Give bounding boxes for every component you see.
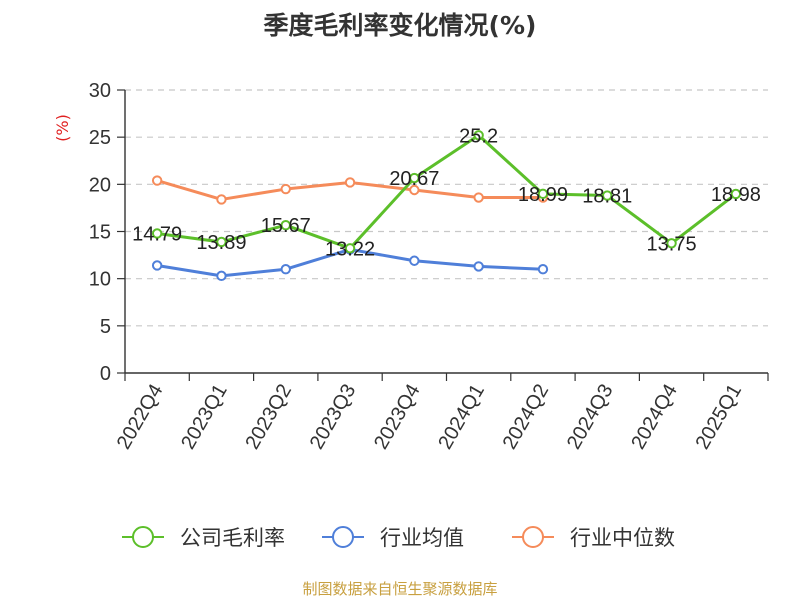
data-label: 13.22 — [325, 238, 375, 260]
x-tick-label-2024Q1: 2024Q1 — [434, 381, 489, 454]
legend-marker — [522, 526, 544, 548]
series-line — [156, 133, 737, 250]
data-label: 18.81 — [582, 186, 632, 208]
data-label: 18.98 — [711, 184, 761, 206]
series-2 — [151, 175, 549, 205]
data-label: 13.89 — [196, 232, 246, 254]
data-point — [473, 130, 484, 141]
data-label: 20.67 — [389, 168, 439, 190]
y-tick-label-5: 5 — [100, 316, 111, 338]
data-point — [666, 238, 677, 249]
data-point — [537, 188, 549, 200]
data-label: 14.79 — [132, 223, 182, 245]
data-point — [409, 255, 420, 266]
x-tick-label-2024Q2: 2024Q2 — [499, 381, 554, 454]
data-point — [151, 175, 163, 186]
data-point — [473, 261, 484, 272]
data-point — [409, 184, 420, 196]
data-source-note: 制图数据来自恒生聚源数据库 — [302, 580, 498, 598]
legend-item-2: 行业中位数 — [512, 526, 675, 550]
data-point — [151, 228, 163, 239]
data-point — [409, 172, 420, 184]
x-tick-label-2023Q4: 2023Q4 — [370, 381, 425, 454]
x-tick-label-2024Q4: 2024Q4 — [627, 381, 682, 454]
data-point — [216, 270, 227, 282]
data-point — [473, 192, 484, 203]
y-tick-label-20: 20 — [89, 174, 111, 196]
data-point — [216, 236, 227, 248]
x-tick-label-2022Q4: 2022Q4 — [113, 381, 168, 454]
data-point — [730, 188, 742, 200]
data-point — [280, 219, 291, 231]
data-point — [151, 260, 163, 271]
legend-label: 行业中位数 — [570, 526, 675, 550]
data-label: 25.2 — [459, 125, 498, 147]
data-point — [537, 264, 549, 275]
data-point — [344, 243, 356, 254]
x-tick-label-2023Q2: 2023Q2 — [241, 381, 296, 454]
data-point — [280, 264, 291, 275]
x-tick-label-2025Q1: 2025Q1 — [692, 381, 747, 454]
data-point — [280, 183, 291, 195]
y-tick-label-25: 25 — [89, 127, 111, 149]
data-label: 18.99 — [518, 184, 568, 206]
y-tick-label-15: 15 — [89, 222, 111, 244]
x-tick-label-2023Q1: 2023Q1 — [177, 381, 232, 454]
x-tick-label-2024Q3: 2024Q3 — [563, 381, 618, 454]
x-tick-label-2023Q3: 2023Q3 — [306, 381, 361, 454]
legend-label: 行业均值 — [380, 526, 464, 550]
y-axis-label: (%) — [53, 114, 72, 142]
data-point — [344, 177, 356, 188]
legend-marker — [132, 526, 154, 548]
legend-marker — [332, 526, 354, 548]
data-label: 13.75 — [647, 233, 697, 255]
data-point — [216, 194, 227, 205]
y-tick-label-0: 0 — [100, 363, 111, 385]
y-tick-label-30: 30 — [89, 80, 111, 102]
legend-item-0: 公司毛利率 — [122, 526, 285, 550]
chart-title: 季度毛利率变化情况(%) — [263, 11, 537, 40]
y-tick-label-10: 10 — [89, 269, 111, 291]
data-label: 15.67 — [261, 215, 311, 237]
legend-item-1: 行业均值 — [322, 526, 464, 550]
legend-label: 公司毛利率 — [180, 526, 285, 550]
data-point — [602, 190, 613, 201]
series-0 — [151, 130, 742, 254]
